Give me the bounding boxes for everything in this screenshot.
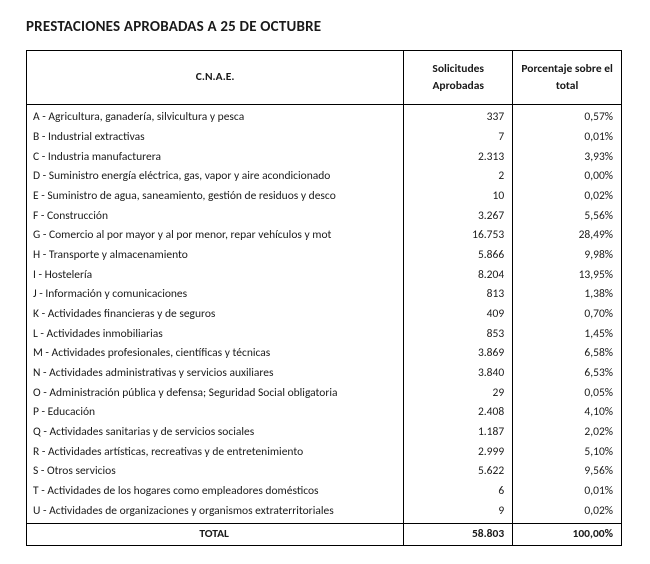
cell-porcentaje: 9,98% <box>513 246 622 266</box>
cell-porcentaje: 5,10% <box>513 442 622 462</box>
cell-porcentaje: 2,02% <box>513 423 622 443</box>
cell-solicitudes: 813 <box>404 285 513 305</box>
cell-cnae: S - Otros servicios <box>27 462 404 482</box>
cell-porcentaje: 1,38% <box>513 285 622 305</box>
cell-solicitudes: 853 <box>404 324 513 344</box>
table-row: U - Actividades de organizaciones y orga… <box>27 501 622 524</box>
cell-solicitudes: 2.313 <box>404 147 513 167</box>
cell-cnae: A - Agricultura, ganadería, silvicultura… <box>27 105 404 128</box>
cell-cnae: B - Industrial extractivas <box>27 128 404 148</box>
cell-porcentaje: 0,05% <box>513 383 622 403</box>
cell-solicitudes: 3.869 <box>404 344 513 364</box>
cell-cnae: F - Construcción <box>27 206 404 226</box>
cell-porcentaje: 0,01% <box>513 128 622 148</box>
cell-cnae: J - Información y comunicaciones <box>27 285 404 305</box>
table-row: A - Agricultura, ganadería, silvicultura… <box>27 105 622 128</box>
total-label: TOTAL <box>27 524 404 546</box>
table-row: M - Actividades profesionales, científic… <box>27 344 622 364</box>
table-row: N - Actividades administrativas y servic… <box>27 364 622 384</box>
table-row: C - Industria manufacturera2.3133,93% <box>27 147 622 167</box>
cell-cnae: Q - Actividades sanitarias y de servicio… <box>27 423 404 443</box>
cell-porcentaje: 0,57% <box>513 105 622 128</box>
table-header-row: C.N.A.E. Solicitudes Aprobadas Porcentaj… <box>27 51 622 105</box>
table-row: K - Actividades financieras y de seguros… <box>27 305 622 325</box>
cell-solicitudes: 409 <box>404 305 513 325</box>
cell-solicitudes: 2.999 <box>404 442 513 462</box>
cell-porcentaje: 0,00% <box>513 167 622 187</box>
cell-porcentaje: 28,49% <box>513 226 622 246</box>
table-row: E - Suministro de agua, saneamiento, ges… <box>27 187 622 207</box>
cell-porcentaje: 0,01% <box>513 482 622 502</box>
cell-solicitudes: 10 <box>404 187 513 207</box>
cell-cnae: R - Actividades artísticas, recreativas … <box>27 442 404 462</box>
cell-cnae: I - Hostelería <box>27 265 404 285</box>
total-solicitudes: 58.803 <box>404 524 513 546</box>
cell-solicitudes: 8.204 <box>404 265 513 285</box>
cell-porcentaje: 5,56% <box>513 206 622 226</box>
cell-solicitudes: 16.753 <box>404 226 513 246</box>
table-row: G - Comercio al por mayor y al por menor… <box>27 226 622 246</box>
table-row: P - Educación2.4084,10% <box>27 403 622 423</box>
cell-porcentaje: 0,02% <box>513 501 622 524</box>
cell-solicitudes: 5.866 <box>404 246 513 266</box>
total-porcentaje: 100,00% <box>513 524 622 546</box>
cell-cnae: C - Industria manufacturera <box>27 147 404 167</box>
cell-cnae: H - Transporte y almacenamiento <box>27 246 404 266</box>
cell-porcentaje: 6,58% <box>513 344 622 364</box>
cell-solicitudes: 9 <box>404 501 513 524</box>
table-row: R - Actividades artísticas, recreativas … <box>27 442 622 462</box>
cell-solicitudes: 5.622 <box>404 462 513 482</box>
cell-cnae: N - Actividades administrativas y servic… <box>27 364 404 384</box>
table-row: D - Suministro energía eléctrica, gas, v… <box>27 167 622 187</box>
table-row: H - Transporte y almacenamiento5.8669,98… <box>27 246 622 266</box>
table-row: J - Información y comunicaciones8131,38% <box>27 285 622 305</box>
cell-solicitudes: 3.840 <box>404 364 513 384</box>
cell-solicitudes: 29 <box>404 383 513 403</box>
cell-cnae: D - Suministro energía eléctrica, gas, v… <box>27 167 404 187</box>
cell-solicitudes: 337 <box>404 105 513 128</box>
page-title: PRESTACIONES APROBADAS A 25 DE OCTUBRE <box>26 18 624 36</box>
col-header-porcentaje: Porcentaje sobre el total <box>513 51 622 105</box>
cell-solicitudes: 3.267 <box>404 206 513 226</box>
cell-porcentaje: 13,95% <box>513 265 622 285</box>
cell-cnae: L - Actividades inmobiliarias <box>27 324 404 344</box>
table-total-row: TOTAL 58.803 100,00% <box>27 524 622 546</box>
table-row: Q - Actividades sanitarias y de servicio… <box>27 423 622 443</box>
table-row: T - Actividades de los hogares como empl… <box>27 482 622 502</box>
table-row: F - Construcción3.2675,56% <box>27 206 622 226</box>
table-row: B - Industrial extractivas70,01% <box>27 128 622 148</box>
cell-cnae: T - Actividades de los hogares como empl… <box>27 482 404 502</box>
cell-solicitudes: 2 <box>404 167 513 187</box>
cell-porcentaje: 0,70% <box>513 305 622 325</box>
cell-porcentaje: 0,02% <box>513 187 622 207</box>
prestaciones-table: C.N.A.E. Solicitudes Aprobadas Porcentaj… <box>26 50 622 546</box>
cell-cnae: G - Comercio al por mayor y al por menor… <box>27 226 404 246</box>
cell-solicitudes: 7 <box>404 128 513 148</box>
cell-cnae: P - Educación <box>27 403 404 423</box>
cell-solicitudes: 1.187 <box>404 423 513 443</box>
cell-cnae: U - Actividades de organizaciones y orga… <box>27 501 404 524</box>
col-header-cnae: C.N.A.E. <box>27 51 404 105</box>
cell-porcentaje: 1,45% <box>513 324 622 344</box>
cell-porcentaje: 9,56% <box>513 462 622 482</box>
cell-cnae: M - Actividades profesionales, científic… <box>27 344 404 364</box>
table-row: O - Administración pública y defensa; Se… <box>27 383 622 403</box>
table-body: A - Agricultura, ganadería, silvicultura… <box>27 105 622 524</box>
cell-cnae: K - Actividades financieras y de seguros <box>27 305 404 325</box>
cell-solicitudes: 2.408 <box>404 403 513 423</box>
cell-porcentaje: 3,93% <box>513 147 622 167</box>
table-row: S - Otros servicios5.6229,56% <box>27 462 622 482</box>
cell-cnae: E - Suministro de agua, saneamiento, ges… <box>27 187 404 207</box>
col-header-solicitudes: Solicitudes Aprobadas <box>404 51 513 105</box>
table-row: L - Actividades inmobiliarias8531,45% <box>27 324 622 344</box>
cell-porcentaje: 4,10% <box>513 403 622 423</box>
cell-porcentaje: 6,53% <box>513 364 622 384</box>
table-row: I - Hostelería8.20413,95% <box>27 265 622 285</box>
cell-solicitudes: 6 <box>404 482 513 502</box>
cell-cnae: O - Administración pública y defensa; Se… <box>27 383 404 403</box>
